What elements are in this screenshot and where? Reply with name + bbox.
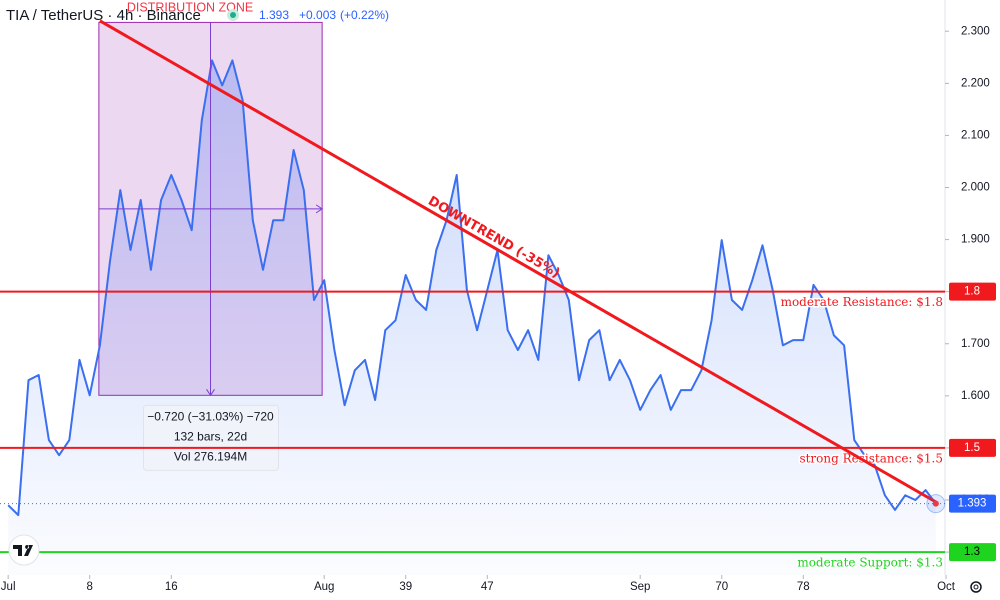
x-tick-label: Sep — [630, 581, 650, 593]
y-tick-label: 1.700 — [961, 338, 990, 350]
last-price-label: 1.393 — [958, 498, 987, 510]
x-tick-label: 39 — [399, 581, 412, 593]
level-price-box — [949, 543, 996, 562]
y-tick-label: 2.000 — [961, 182, 990, 194]
last-price-box — [949, 494, 996, 513]
x-tick-label: Jul — [1, 581, 16, 593]
level-price: 1.5 — [964, 442, 980, 454]
x-tick-label: 78 — [797, 581, 810, 593]
header: TIA / TetherUS · 4h · Binance 1.393 +0.0… — [6, 7, 389, 24]
x-tick-label: Oct — [937, 581, 956, 593]
y-tick-label: 2.300 — [961, 25, 990, 37]
level-label: moderate Resistance: $1.8 — [781, 295, 943, 309]
y-tick-label: 1.900 — [961, 234, 990, 246]
y-tick-label: 2.200 — [961, 77, 990, 89]
symbol-title: TIA / TetherUS · 4h · Binance — [6, 7, 201, 24]
settings-icon[interactable] — [970, 581, 982, 593]
measure-arrow — [315, 204, 324, 214]
x-tick-label: 16 — [165, 581, 178, 593]
header-change-pct: (+0.22%) — [340, 8, 389, 22]
x-tick-label: Aug — [314, 581, 334, 593]
level-label: strong Resistance: $1.5 — [799, 451, 943, 465]
x-tick-label: 47 — [481, 581, 494, 593]
x-tick-label: 8 — [87, 581, 93, 593]
y-tick-label: 1.600 — [961, 390, 990, 402]
level-price: 1.3 — [964, 546, 980, 558]
zone-label: DISTRIBUTION ZONE — [127, 0, 253, 14]
measure-text: −0.720 (−31.03%) −720 — [147, 409, 274, 423]
level-price-box — [949, 282, 996, 301]
measure-text: Vol 276.194M — [174, 449, 247, 463]
header-price: 1.393 — [259, 8, 289, 22]
y-tick-label: 2.100 — [961, 129, 990, 141]
measure-arrow — [206, 389, 215, 397]
x-tick-label: 70 — [715, 581, 728, 593]
tv-logo — [8, 534, 40, 566]
last-price-dot — [932, 500, 939, 507]
status-dot — [230, 12, 236, 18]
measure-box — [143, 404, 280, 471]
measure-text: 132 bars, 22d — [174, 429, 247, 443]
header-change: +0.003 — [299, 8, 336, 22]
level-price-box — [949, 438, 996, 457]
level-label: moderate Support: $1.3 — [797, 556, 943, 570]
price-line — [7, 59, 937, 517]
trendline — [99, 19, 939, 505]
level-price: 1.8 — [964, 286, 980, 298]
